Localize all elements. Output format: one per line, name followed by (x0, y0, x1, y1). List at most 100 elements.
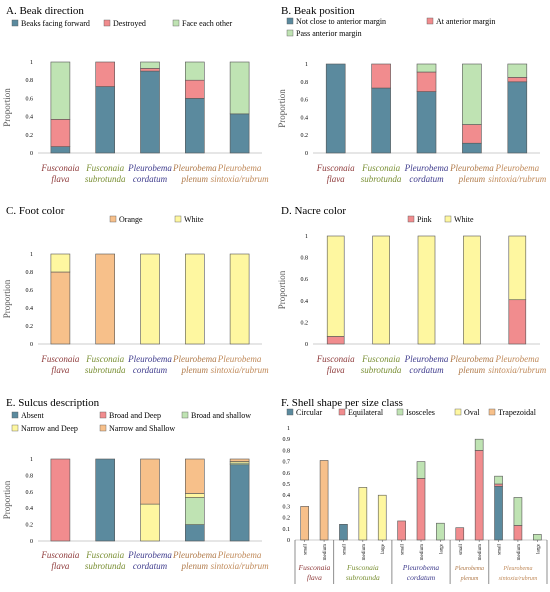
legend-label: Oval (464, 408, 480, 417)
legend-swatch (109, 215, 117, 223)
bar-segment (229, 458, 250, 462)
bar-segment (229, 253, 250, 345)
bar-segment (463, 235, 481, 345)
legend-label: Pink (417, 215, 432, 224)
bar-segment (507, 63, 528, 78)
legend-swatch (103, 19, 111, 27)
bar-segment (513, 525, 523, 541)
bar-segment (229, 113, 250, 154)
y-tick-label: 0.2 (26, 324, 34, 330)
bar-segment (229, 61, 250, 115)
category-label-species: flava (327, 174, 345, 184)
size-class-label: large (439, 543, 444, 554)
bar-segment (50, 458, 71, 542)
category-label-genus: Pleurobema (404, 163, 449, 173)
y-tick-label: 0 (30, 539, 33, 545)
size-class-label: small (498, 543, 503, 554)
category-label-species: flava (327, 365, 345, 375)
y-axis-label: Proportion (277, 89, 287, 128)
y-tick-label: 0.4 (283, 493, 291, 499)
category-label-genus: Pleurobema (172, 354, 217, 364)
legend-swatch (454, 408, 462, 416)
category-label-species: subrotunda (361, 365, 402, 375)
bar-segment (185, 79, 205, 99)
legend-label: Beaks facing forward (21, 19, 90, 28)
y-tick-label: 0.6 (26, 490, 34, 496)
bar-segment (229, 464, 250, 542)
y-tick-label: 0.4 (26, 506, 34, 512)
bar-segment (416, 461, 426, 479)
size-class-label: medium (323, 544, 328, 560)
bar-segment (95, 61, 115, 87)
y-tick-label: 0 (30, 151, 33, 157)
category-label-genus: Pleurobema (127, 163, 172, 173)
chart-panel-d: D. Nacre color Pink White 0 0.2 0.4 0.6 0.8 1 Pro… (277, 205, 547, 375)
y-tick-label: 0 (305, 151, 308, 157)
bar-segment (416, 478, 426, 541)
category-label-species: subrotunda (85, 561, 126, 571)
y-tick-label: 0 (30, 342, 33, 348)
chart-panel-e: E. Sulcus description Absent Broad and Dee… (2, 397, 269, 571)
category-label-species: plenum (458, 365, 486, 375)
y-tick-label: 0.1 (283, 527, 291, 533)
y-tick-label: 0.6 (26, 96, 34, 102)
legend-label: Broad and Deep (109, 411, 161, 420)
bar-segment (50, 119, 71, 147)
y-tick-label: 1 (305, 234, 308, 240)
legend-swatch (286, 17, 294, 25)
bar-segment (50, 271, 71, 345)
size-class-label: small (459, 543, 464, 554)
bar-segment (416, 71, 437, 92)
size-class-label: small (304, 543, 309, 554)
bar-segment (95, 253, 115, 345)
bar-segment (339, 524, 348, 541)
category-label-genus: Fusconaia (40, 163, 79, 173)
bar-segment (533, 534, 542, 541)
y-tick-label: 0.6 (26, 288, 34, 294)
category-label-genus: Pleurobema (127, 354, 172, 364)
category-label-genus: Fusconaia (85, 354, 124, 364)
size-class-label: medium (517, 544, 522, 560)
bar-segment (185, 98, 205, 154)
bar-segment (462, 142, 482, 154)
chart-title: C. Foot color (6, 205, 65, 217)
size-class-label: large (381, 543, 386, 554)
legend-label: Narrow and Deep (21, 424, 78, 433)
bar-segment (140, 503, 160, 542)
bar-segment (474, 438, 484, 451)
category-label-genus: Pleurobema (449, 163, 494, 173)
y-tick-label: 0.4 (26, 115, 34, 121)
legend-swatch (99, 424, 107, 432)
category-label-genus: Pleurobema (172, 550, 217, 560)
bar-segment (185, 524, 205, 542)
bar-segment (436, 522, 445, 541)
y-tick-label: 0.8 (26, 473, 34, 479)
y-axis-label: Proportion (2, 480, 12, 519)
bar-segment (95, 86, 115, 154)
category-label-species: cordatum (409, 365, 444, 375)
legend-swatch (286, 29, 294, 37)
category-label-species: cordatum (409, 174, 444, 184)
category-label-species: plenum (181, 561, 209, 571)
category-label-species: cordatum (133, 174, 168, 184)
chart-panel-c: C. Foot color Orange White 0 0.2 0.4 0.6 0.8 1 Pr… (2, 205, 269, 375)
bar-segment (416, 63, 437, 73)
legend-swatch (338, 408, 346, 416)
legend-swatch (444, 215, 452, 223)
legend-label: Circular (296, 408, 323, 417)
y-tick-label: 0.2 (26, 523, 34, 529)
category-label-genus: Fusconaia (40, 550, 79, 560)
category-label-genus: Pleurobema (217, 163, 262, 173)
legend-label: Face each other (182, 19, 233, 28)
group-label-genus: Pleurobema (402, 563, 440, 572)
y-tick-label: 0.6 (301, 277, 309, 283)
chart-title: A. Beak direction (6, 5, 84, 17)
size-class-label: medium (362, 544, 367, 560)
category-label-species: subrotunda (85, 365, 126, 375)
legend-swatch (396, 408, 404, 416)
category-label-species: subrotunda (85, 174, 126, 184)
category-label-genus: Pleurobema (494, 354, 539, 364)
category-label-species: sintoxia/rubrum (488, 365, 547, 375)
bar-segment (326, 336, 345, 345)
